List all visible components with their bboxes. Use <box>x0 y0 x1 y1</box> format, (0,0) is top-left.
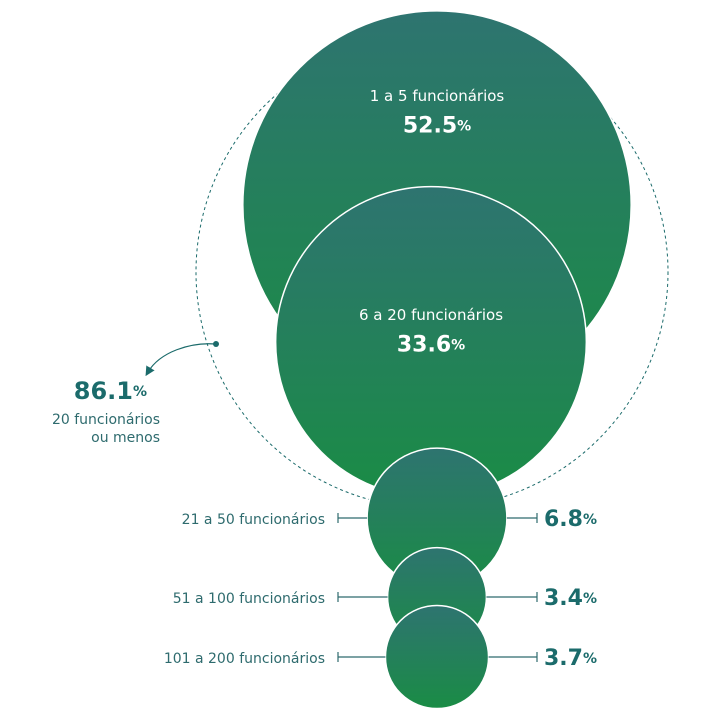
category-label: 51 a 100 funcionários <box>173 591 325 607</box>
annotation-label: ou menos <box>91 430 160 446</box>
value-label: 6.8% <box>544 507 597 532</box>
value-number: 3.4 <box>544 586 583 611</box>
value-unit: % <box>583 591 597 607</box>
value-label: 33.6% <box>397 333 465 358</box>
annotation-label: 20 funcionários <box>52 412 160 428</box>
value-number: 52.5 <box>403 113 457 138</box>
value-unit: % <box>457 118 471 134</box>
category-label: 101 a 200 funcionários <box>164 651 325 667</box>
bubble <box>384 604 490 710</box>
value-label: 3.7% <box>544 646 597 671</box>
bubble-label: 1 a 5 funcionários <box>370 87 505 105</box>
value-label: 52.5% <box>403 113 471 138</box>
value-number: 6.8 <box>544 507 583 532</box>
annotation-arrow <box>145 343 217 377</box>
value-unit: % <box>583 512 597 528</box>
value-number: 3.7 <box>544 646 583 671</box>
value-number: 33.6 <box>397 333 451 358</box>
value-unit: % <box>583 651 597 667</box>
value-unit: % <box>451 338 465 354</box>
value-label: 3.4% <box>544 586 597 611</box>
category-label: 21 a 50 funcionários <box>182 512 325 528</box>
bubble-label: 6 a 20 funcionários <box>359 306 503 324</box>
annotation-value: 86.1% <box>74 377 147 405</box>
